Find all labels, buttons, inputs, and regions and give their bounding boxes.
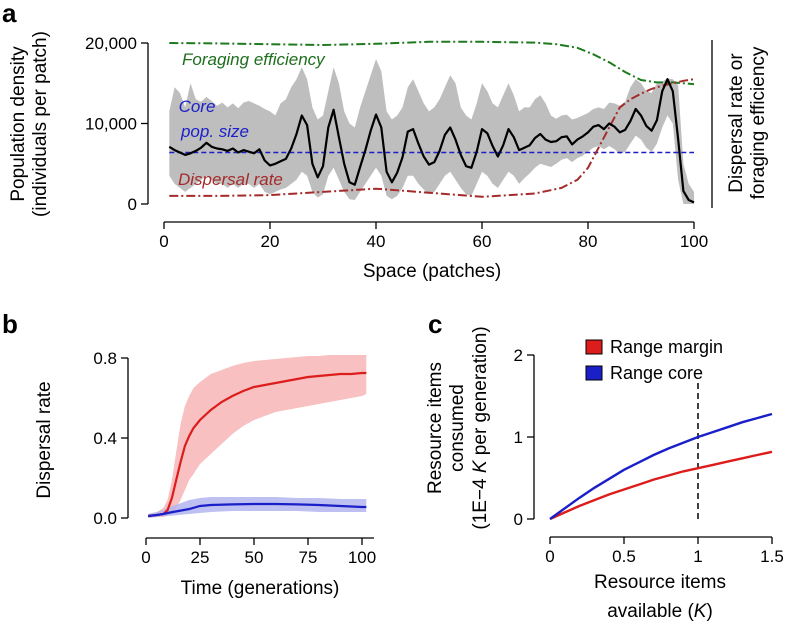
legend-swatch-range-core <box>585 365 603 381</box>
series-range-margin <box>549 450 773 521</box>
panel-c-xlabel-line2: available (K) <box>607 601 713 622</box>
annotation-foraging-efficiency: Foraging efficiency <box>182 50 326 69</box>
panel-a-x-tick-label: 40 <box>367 232 386 251</box>
panel-c-ylabel-part2: per generation) <box>470 326 491 460</box>
panel-c-y-tick-label: 2 <box>514 346 523 365</box>
panel-b-x-tick-label: 75 <box>299 548 318 567</box>
population-mean-line <box>168 78 695 204</box>
panel-b-y-tick-label: 0.8 <box>93 349 117 368</box>
band-range-margin <box>148 355 367 518</box>
panel-c-x-tick-label: 1 <box>693 547 702 566</box>
panel-a-x-tick-label: 0 <box>159 232 168 251</box>
panel-b: b 0 25 50 75 100 0.0 0.4 0.8 Dispersal rate Tim… <box>2 309 376 599</box>
panel-a-ticks: 0 20 40 60 80 100 0 10,000 20,000 <box>85 34 708 251</box>
legend-label-range-core: Range core <box>610 363 703 383</box>
annotation-core-line1: Core <box>179 97 216 116</box>
annotation-dispersal-rate: Dispersal rate <box>178 170 283 189</box>
panel-c-ylabel-line1: Resource items <box>425 362 446 494</box>
panel-a-xlabel: Space (patches) <box>363 261 501 282</box>
panel-a-right-label-line1: Dispersal rate or <box>726 53 747 193</box>
panel-c-y-tick-label: 0 <box>514 510 523 529</box>
panel-c-xlabel-part1: available ( <box>607 601 694 622</box>
panel-c-xlabel-part2: ) <box>706 601 712 622</box>
panel-a-x-tick-label: 60 <box>473 232 492 251</box>
panel-b-letter: b <box>2 309 18 339</box>
panel-b-y-tick-label: 0.0 <box>93 509 117 528</box>
panel-b-x-tick-label: 100 <box>348 548 376 567</box>
band-range-core <box>148 497 367 518</box>
annotation-core-line2: pop. size <box>180 122 249 141</box>
panel-c-lines-group <box>549 412 773 521</box>
panel-a-ylabel-line1: Population density <box>8 46 29 202</box>
panel-a-y-tick-label: 20,000 <box>85 34 137 53</box>
panel-c-x-tick-label: 0.5 <box>612 547 636 566</box>
panel-a-letter: a <box>2 0 17 28</box>
panel-c-xlabel-k: K <box>694 601 708 622</box>
panel-a-ylabel-line2: (individuals per patch) <box>30 31 51 217</box>
panel-a-right-label-line2: foraging efficiency <box>748 46 769 199</box>
population-band <box>169 59 695 204</box>
panel-c-legend: Range margin Range core <box>585 337 723 383</box>
panel-a-y-tick-label: 10,000 <box>85 115 137 134</box>
series-range-margin <box>148 371 367 518</box>
panel-b-ticks: 0 25 50 75 100 0.0 0.4 0.8 <box>93 349 376 567</box>
panel-c-x-tick-label: 0 <box>545 547 554 566</box>
panel-b-x-tick-label: 50 <box>245 548 264 567</box>
series-range-core <box>148 502 367 518</box>
panel-c-ylabel-k: K <box>470 459 491 473</box>
panel-a-y-tick-label: 0 <box>128 195 137 214</box>
panel-c-ylabel-line2: consumed <box>447 384 468 472</box>
panel-a-x-tick-label: 20 <box>261 232 280 251</box>
panel-a-lines-group <box>168 40 695 204</box>
panel-c-ylabel-part1: (1E−4 <box>470 473 491 530</box>
panel-a: a 0 20 40 60 80 100 0 10,000 20,000 Population d… <box>2 0 769 282</box>
panel-b-ylabel: Dispersal rate <box>34 381 55 498</box>
panel-b-y-tick-label: 0.4 <box>93 429 117 448</box>
panel-b-lines-group <box>148 371 367 518</box>
dispersal-rate-line <box>169 78 695 198</box>
legend-label-range-margin: Range margin <box>610 337 723 357</box>
foraging-efficiency-line <box>169 40 695 86</box>
legend-swatch-range-margin <box>585 339 603 355</box>
panel-c-ylabel-line3: (1E−4 K per generation) <box>470 326 491 529</box>
panel-b-bands-group <box>148 355 367 518</box>
panel-a-x-tick-label: 80 <box>579 232 598 251</box>
panel-b-x-tick-label: 0 <box>141 548 150 567</box>
panel-c-ticks: 0 0.5 1 1.5 0 1 2 <box>514 346 784 566</box>
panel-c-xlabel-line1: Resource items <box>594 572 726 593</box>
panel-c-y-tick-label: 1 <box>514 428 523 447</box>
panel-c: c 0 0.5 1 1.5 0 1 2 Resource items consumed (1… <box>425 309 784 622</box>
series-range-core <box>549 412 773 520</box>
panel-b-xlabel: Time (generations) <box>181 578 340 599</box>
panel-a-x-tick-label: 100 <box>680 232 708 251</box>
panel-a-population-band-group <box>169 59 695 204</box>
panel-c-x-tick-label: 1.5 <box>760 547 784 566</box>
panel-b-x-tick-label: 25 <box>191 548 210 567</box>
panel-c-letter: c <box>428 309 442 339</box>
